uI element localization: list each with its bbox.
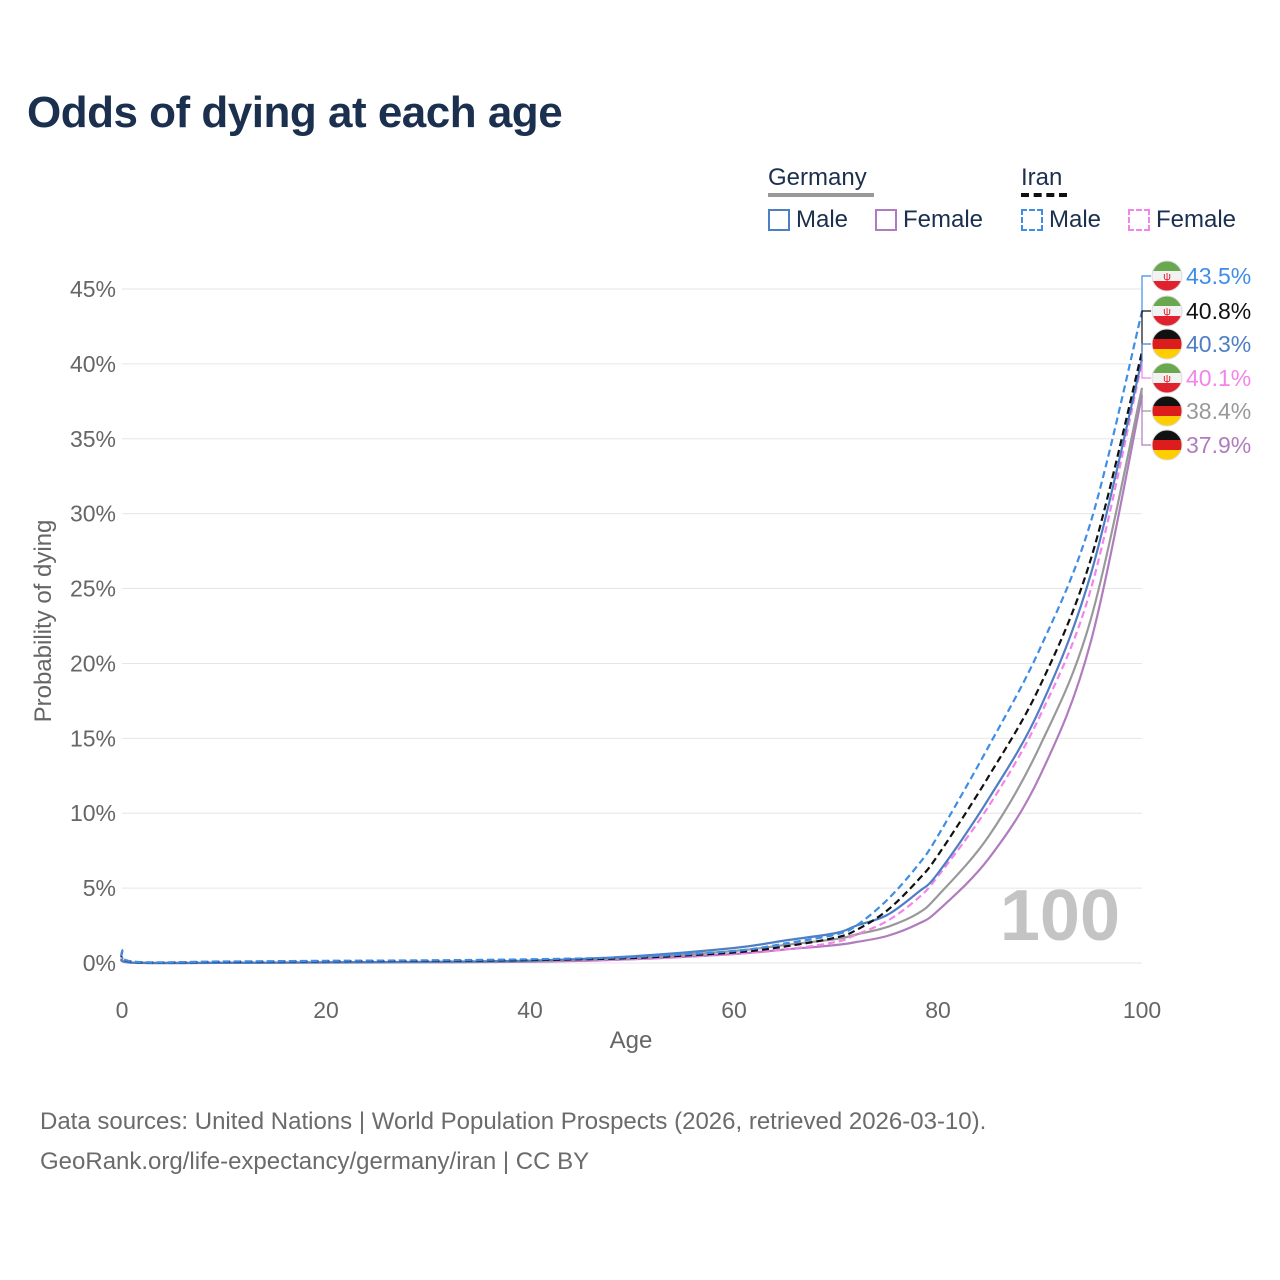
series-line-germany-female xyxy=(120,395,1144,965)
series xyxy=(120,311,1144,965)
legend-iran-male[interactable]: Male xyxy=(1021,206,1101,234)
y-tick-label: 0% xyxy=(83,950,116,976)
end-value-label: 37.9% xyxy=(1186,432,1251,458)
x-tick-label: 0 xyxy=(116,997,129,1023)
chart-title: Odds of dying at each age xyxy=(27,88,563,137)
x-tick-label: 80 xyxy=(925,997,951,1023)
legend-germany-header: Germany xyxy=(768,164,874,197)
legend-iran-male-label: Male xyxy=(1049,206,1102,233)
y-tick-label: 25% xyxy=(70,576,116,602)
series-line-iran-combined xyxy=(120,351,1144,964)
end-connector xyxy=(1141,275,1151,312)
germany-male-swatch xyxy=(768,209,790,231)
svg-text:ψ: ψ xyxy=(1163,306,1171,318)
end-connector xyxy=(1141,343,1151,360)
footer-link[interactable]: GeoRank.org/life-expectancy/germany/iran… xyxy=(40,1148,590,1175)
legend-germany-male[interactable]: Male xyxy=(768,206,848,234)
series-line-iran-female xyxy=(120,362,1144,964)
legend-iran-line xyxy=(1021,193,1067,197)
x-tick-label: 100 xyxy=(1123,997,1161,1023)
legend-germany-female-label: Female xyxy=(903,206,984,233)
legend-germany-line xyxy=(768,193,874,197)
legend-iran-header: Iran xyxy=(1021,164,1067,197)
svg-text:ψ: ψ xyxy=(1163,373,1171,385)
y-tick-label: 40% xyxy=(70,351,116,377)
age-watermark: 100 xyxy=(1000,876,1120,956)
legend-germany-female[interactable]: Female xyxy=(875,206,983,234)
series-line-germany-male xyxy=(120,359,1144,965)
y-tick-label: 45% xyxy=(70,276,116,302)
y-tick-label: 20% xyxy=(70,650,116,676)
end-connector xyxy=(1141,387,1151,412)
end-value-label: 38.4% xyxy=(1186,398,1251,424)
end-value-label: 40.1% xyxy=(1186,365,1251,391)
end-connector xyxy=(1141,310,1151,352)
line-chart: 100 0% 5% 10% 15% 20% 25% 30% 35% 40% 45% 0 20 40 60 8… xyxy=(30,260,1251,1054)
y-tick-label: 30% xyxy=(70,501,116,527)
grid xyxy=(122,288,1142,964)
germany-flag-icon xyxy=(1151,395,1183,427)
y-tick-label: 5% xyxy=(83,875,116,901)
germany-flag-icon xyxy=(1151,429,1183,461)
y-tick-label: 10% xyxy=(70,800,116,826)
y-tick-label: 35% xyxy=(70,426,116,452)
iran-flag-icon: ψ xyxy=(1151,362,1183,394)
legend-iran-label: Iran xyxy=(1021,164,1063,191)
legend-iran-female-label: Female xyxy=(1156,206,1237,233)
axes: 0% 5% 10% 15% 20% 25% 30% 35% 40% 45% 0 20 40 60 80 100 xyxy=(70,276,1161,1023)
y-axis-title: Probability of dying xyxy=(30,520,57,723)
series-line-iran-male xyxy=(120,311,1144,964)
series-line-germany-combined xyxy=(120,387,1144,965)
legend-iran-female[interactable]: Female xyxy=(1128,206,1236,234)
end-value-label: 40.8% xyxy=(1186,298,1251,324)
germany-female-swatch xyxy=(875,209,897,231)
end-connector xyxy=(1141,362,1151,379)
iran-female-swatch xyxy=(1128,209,1150,231)
svg-text:ψ: ψ xyxy=(1163,271,1171,283)
germany-flag-icon xyxy=(1151,328,1183,360)
x-axis-title: Age xyxy=(610,1027,653,1054)
footer-sources: Data sources: United Nations | World Pop… xyxy=(40,1108,987,1135)
end-value-label: 43.5% xyxy=(1186,263,1251,289)
end-value-label: 40.3% xyxy=(1186,331,1251,357)
legend-germany-male-label: Male xyxy=(796,206,849,233)
iran-male-swatch xyxy=(1021,209,1043,231)
iran-flag-icon: ψ xyxy=(1151,295,1183,327)
end-markers: ψ 43.5% ψ 40.8% 40.3% ψ 40.1% 38.4% 37.9% xyxy=(1141,260,1251,461)
legend-germany-label: Germany xyxy=(768,164,867,191)
y-tick-label: 15% xyxy=(70,725,116,751)
iran-flag-icon: ψ xyxy=(1151,260,1183,292)
x-tick-label: 20 xyxy=(313,997,339,1023)
end-connector xyxy=(1141,395,1151,446)
x-tick-label: 60 xyxy=(721,997,747,1023)
x-tick-label: 40 xyxy=(517,997,543,1023)
